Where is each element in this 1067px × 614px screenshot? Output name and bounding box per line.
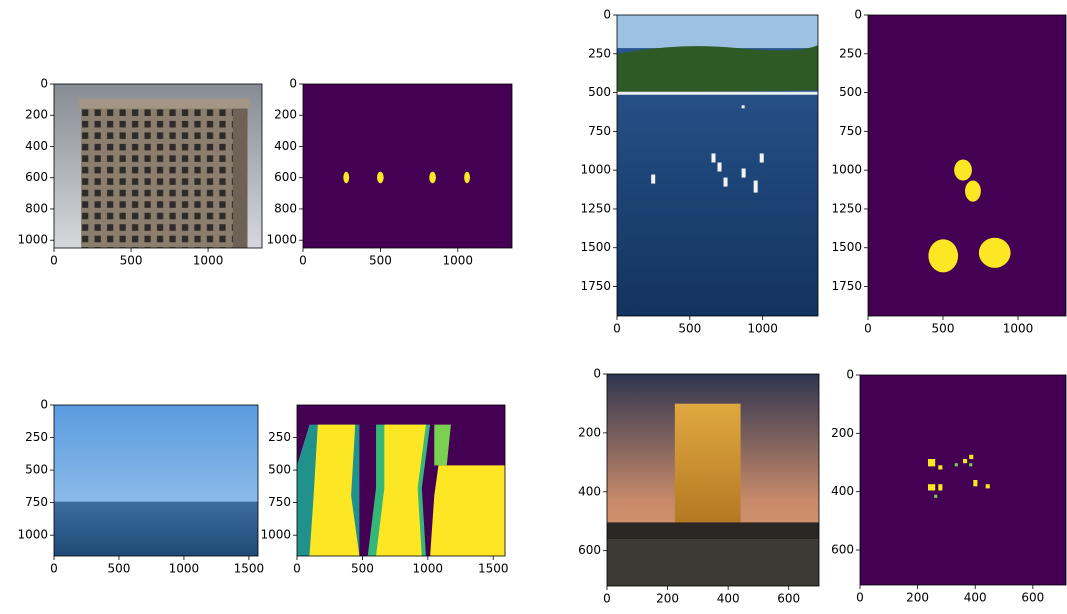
x-tick-label: 1000 [169, 562, 200, 576]
x-tick-label: 400 [964, 591, 987, 605]
y-tick-label: 750 [588, 124, 611, 138]
x-tick-label: 0 [293, 562, 301, 576]
y-tick-label: 1000 [266, 233, 297, 247]
y-tick-label: 800 [274, 201, 297, 215]
x-tick-label: 0 [299, 254, 307, 268]
x-tick-label: 0 [50, 562, 58, 576]
mask-image [297, 405, 505, 556]
y-tick-label: 750 [268, 495, 291, 509]
y-tick-label: 0 [40, 77, 48, 91]
y-tick-label: 200 [578, 425, 601, 439]
y-tick-label: 400 [831, 484, 854, 498]
mask-image [303, 84, 512, 248]
x-tick-label: 500 [120, 254, 143, 268]
y-tick-label: 1000 [831, 163, 862, 177]
y-tick-label: 500 [268, 463, 291, 477]
x-tick-label: 500 [108, 562, 131, 576]
y-tick-label: 1000 [17, 233, 48, 247]
x-tick-label: 200 [656, 592, 679, 606]
x-tick-label: 1000 [443, 254, 474, 268]
y-tick-label: 500 [839, 85, 862, 99]
y-tick-label: 0 [846, 368, 854, 382]
x-tick-label: 600 [777, 592, 800, 606]
y-tick-label: 1750 [831, 279, 862, 293]
x-tick-label: 1500 [478, 562, 509, 576]
figure: 0500100002004006008001000050010000200400… [0, 0, 1067, 610]
image [617, 15, 818, 316]
y-tick-label: 600 [25, 170, 48, 184]
x-tick-label: 1000 [193, 254, 224, 268]
y-tick-label: 0 [603, 8, 611, 22]
x-tick-label: 500 [369, 254, 392, 268]
x-tick-label: 1500 [234, 562, 265, 576]
y-tick-label: 500 [588, 85, 611, 99]
y-tick-label: 250 [839, 46, 862, 60]
image [54, 84, 262, 248]
x-tick-label: 600 [1021, 591, 1044, 605]
y-tick-label: 1000 [580, 163, 611, 177]
y-tick-label: 750 [25, 495, 48, 509]
x-tick-label: 400 [717, 592, 740, 606]
y-tick-label: 0 [593, 367, 601, 381]
y-tick-label: 1500 [580, 240, 611, 254]
y-tick-label: 600 [274, 170, 297, 184]
mask-image [868, 15, 1066, 316]
x-tick-label: 200 [906, 591, 929, 605]
y-tick-label: 1500 [831, 240, 862, 254]
x-tick-label: 0 [856, 591, 864, 605]
x-tick-label: 1000 [1003, 322, 1034, 336]
x-tick-label: 0 [613, 322, 621, 336]
y-tick-label: 0 [854, 8, 862, 22]
y-tick-label: 1750 [580, 279, 611, 293]
y-tick-label: 600 [578, 543, 601, 557]
x-tick-label: 0 [603, 592, 611, 606]
y-tick-label: 1250 [831, 201, 862, 215]
y-tick-label: 1000 [17, 528, 48, 542]
y-tick-label: 800 [25, 201, 48, 215]
y-tick-label: 500 [25, 463, 48, 477]
image [607, 374, 819, 586]
x-tick-label: 0 [864, 322, 872, 336]
x-tick-label: 1000 [747, 322, 778, 336]
y-tick-label: 200 [274, 108, 297, 122]
image [54, 405, 258, 556]
x-tick-label: 500 [678, 322, 701, 336]
x-tick-label: 500 [932, 322, 955, 336]
y-tick-label: 250 [588, 46, 611, 60]
mask-image [860, 375, 1066, 585]
y-tick-label: 250 [25, 430, 48, 444]
y-tick-label: 200 [25, 108, 48, 122]
y-tick-label: 400 [25, 139, 48, 153]
y-tick-label: 400 [578, 484, 601, 498]
y-tick-label: 1000 [260, 528, 291, 542]
x-tick-label: 500 [351, 562, 374, 576]
y-tick-label: 750 [839, 124, 862, 138]
y-tick-label: 0 [40, 398, 48, 412]
x-tick-label: 1000 [413, 562, 444, 576]
y-tick-label: 250 [268, 430, 291, 444]
y-tick-label: 0 [289, 77, 297, 91]
y-tick-label: 200 [831, 426, 854, 440]
y-tick-label: 1250 [580, 201, 611, 215]
y-tick-label: 400 [274, 139, 297, 153]
x-tick-label: 0 [50, 254, 58, 268]
y-tick-label: 600 [831, 543, 854, 557]
